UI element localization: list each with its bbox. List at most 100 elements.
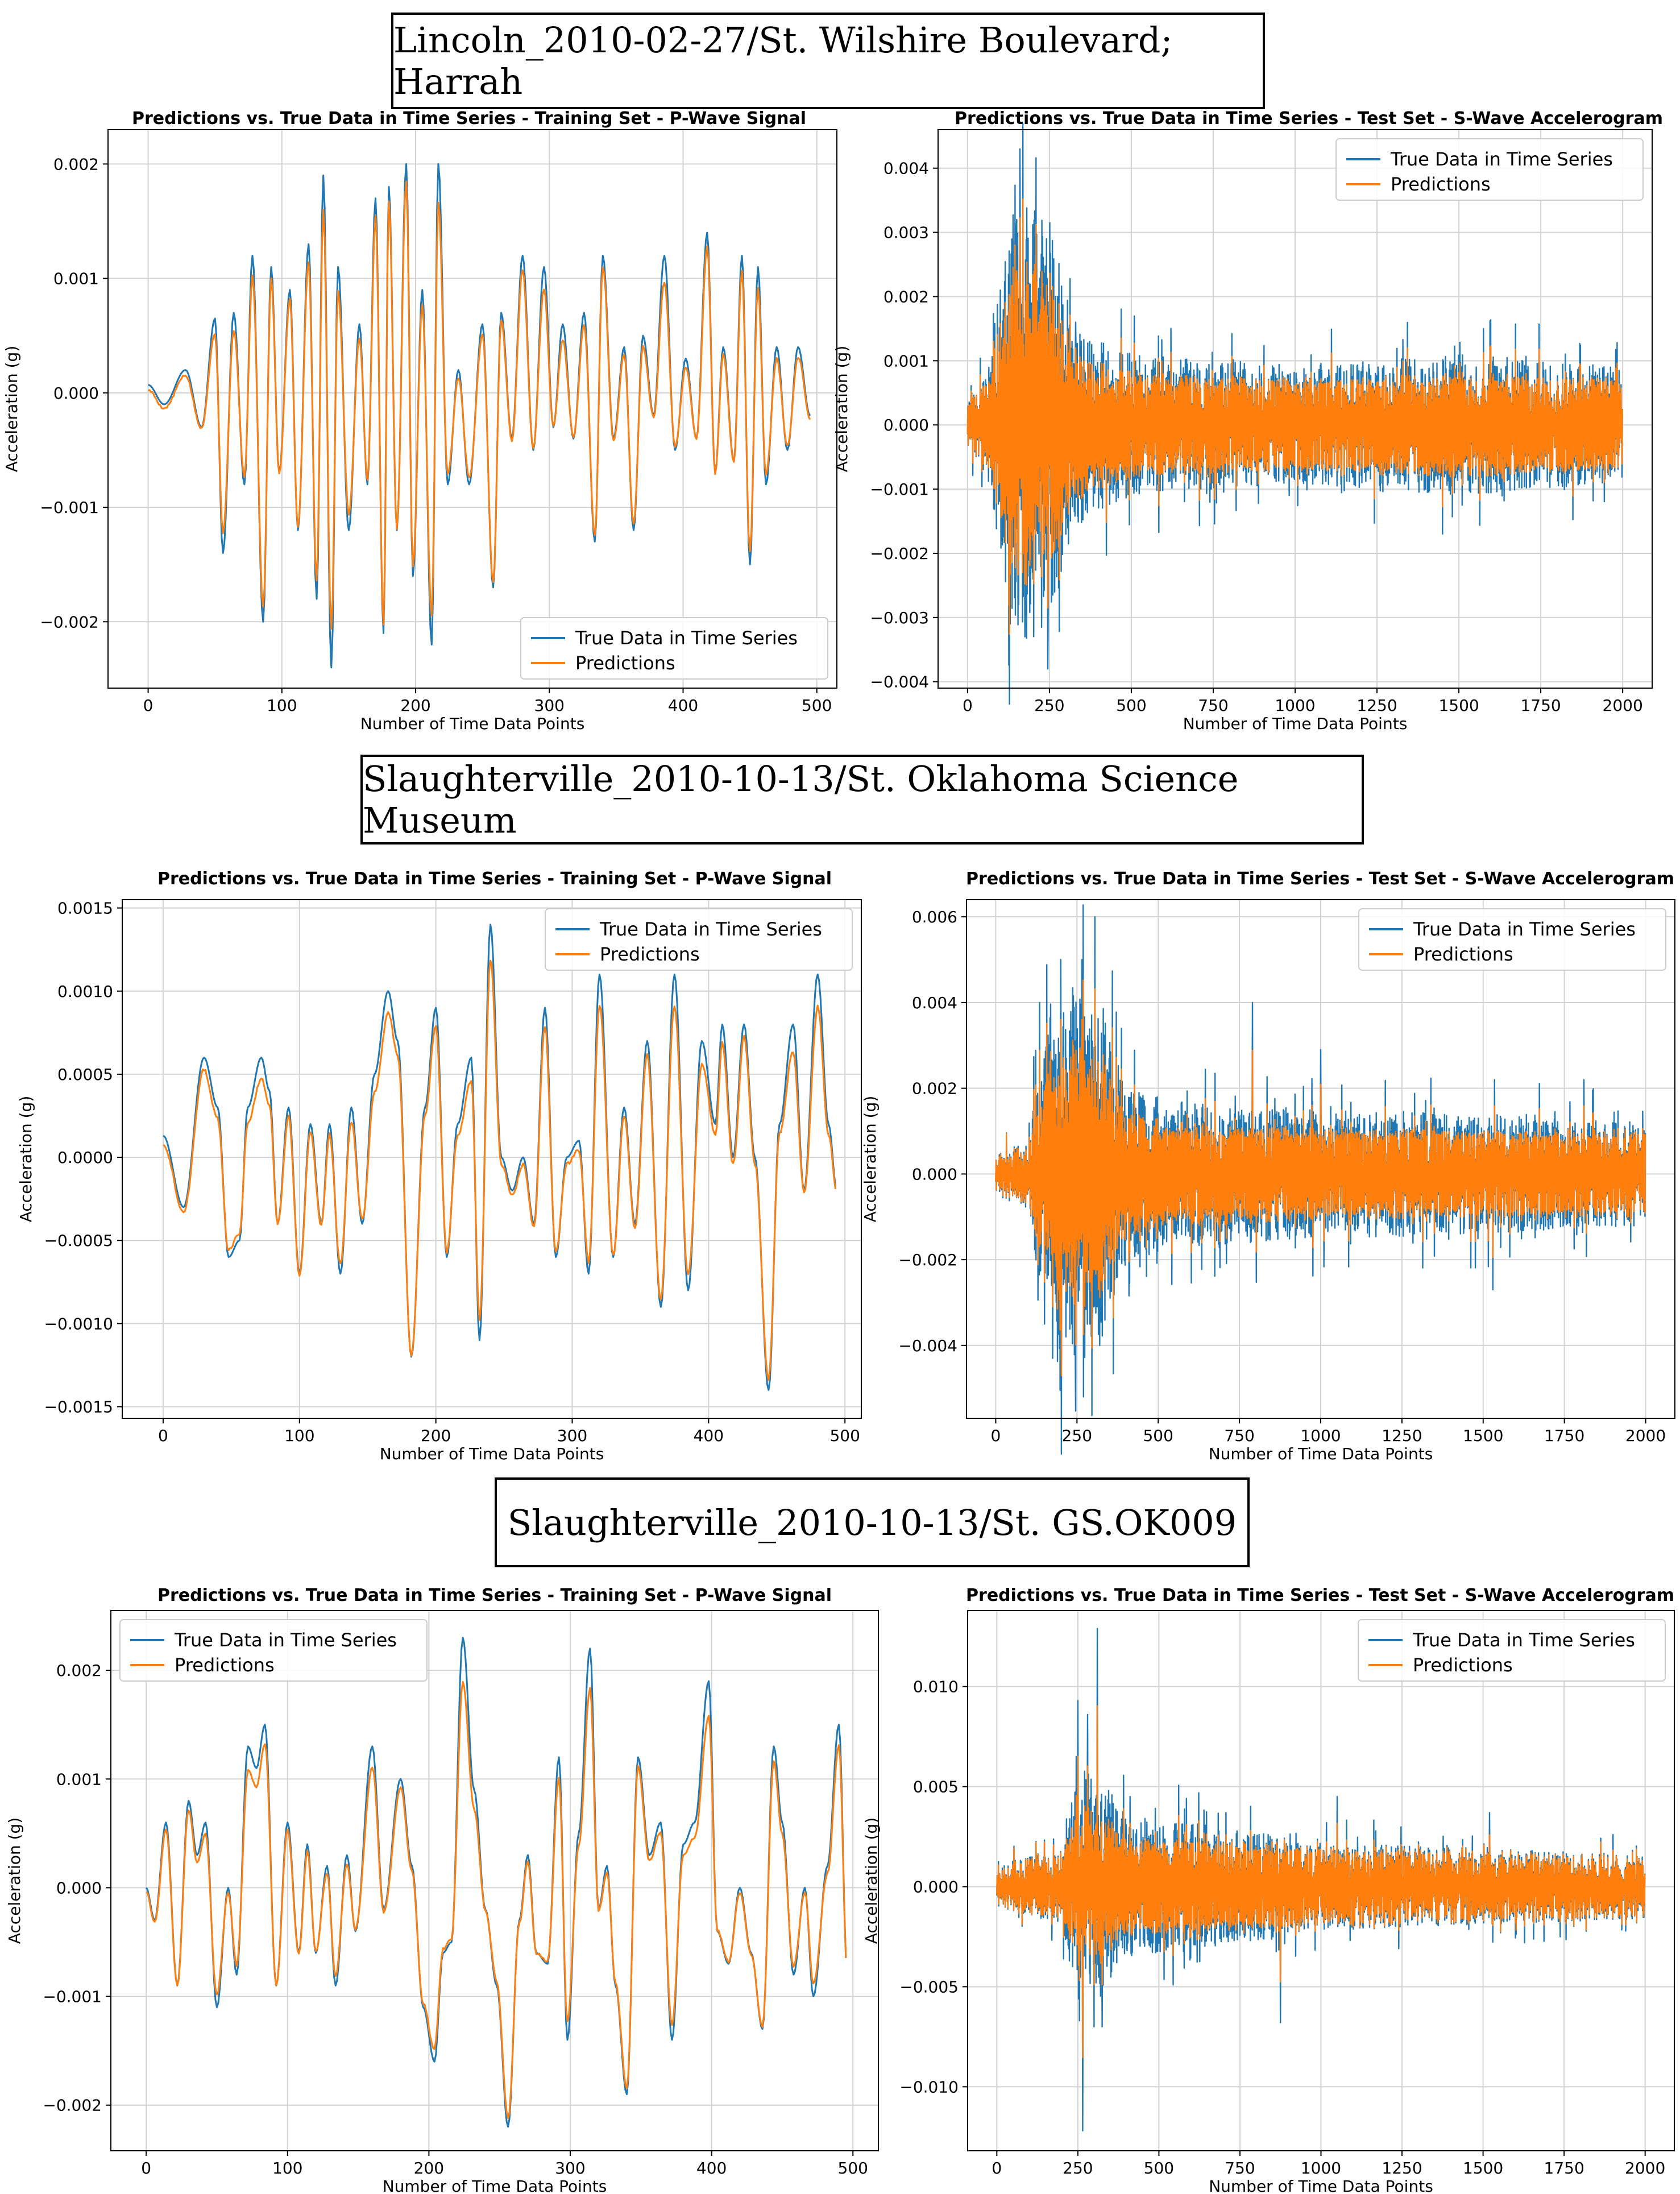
station-label-1: Lincoln_2010-02-27/St. Wilshire Boulevar… — [393, 19, 1173, 102]
series-line-predictions — [163, 959, 836, 1381]
station-label-3: Slaughterville_2010-10-13/St. GS.OK009 — [507, 1501, 1237, 1543]
y-tick-label: 0.000 — [56, 1878, 102, 1897]
y-tick-label: 0.0010 — [57, 982, 113, 1001]
x-tick-label: 750 — [1224, 1426, 1254, 1445]
y-axis-label: Acceleration (g) — [16, 1096, 35, 1223]
x-tick-label: 100 — [272, 2159, 302, 2178]
x-tick-label: 500 — [838, 2159, 868, 2178]
chart-title: Predictions vs. True Data in Time Series… — [955, 109, 1663, 129]
y-tick-label: 0.000 — [913, 1878, 959, 1897]
legend-box — [1358, 908, 1666, 971]
x-axis-label: Number of Time Data Points — [1209, 2177, 1433, 2194]
legend-label-predictions: Predictions — [575, 652, 675, 674]
station-label-2: Slaughterville_2010-10-13/St. Oklahoma S… — [363, 758, 1239, 841]
x-tick-label: 2000 — [1603, 696, 1643, 715]
legend-label-predictions: Predictions — [1391, 173, 1491, 195]
chart-title: Predictions vs. True Data in Time Series… — [157, 1586, 832, 1605]
plot-frame — [122, 899, 862, 1419]
series-line-predictions — [996, 1705, 1646, 2059]
y-tick-label: 0.010 — [913, 1678, 959, 1696]
x-tick-label: 500 — [829, 1426, 860, 1445]
x-tick-label: 500 — [1143, 1426, 1173, 1445]
series-line-predictions — [147, 180, 811, 630]
x-tick-label: 250 — [1034, 696, 1064, 715]
x-tick-label: 1500 — [1463, 2159, 1503, 2178]
y-tick-label: 0.0015 — [57, 899, 113, 918]
chart-title: Predictions vs. True Data in Time Series… — [966, 1586, 1674, 1605]
x-tick-label: 0 — [143, 696, 154, 715]
y-tick-label: −0.001 — [43, 1988, 102, 2006]
y-tick-label: 0.001 — [53, 270, 99, 288]
legend: True Data in Time Series Predictions — [1335, 138, 1644, 201]
x-tick-label: 0 — [991, 1426, 1001, 1445]
x-tick-label: 500 — [1116, 696, 1146, 715]
plot-frame — [110, 1610, 879, 2151]
y-tick-label: −0.002 — [43, 2096, 102, 2115]
x-tick-label: 0 — [963, 696, 973, 715]
y-tick-label: −0.003 — [870, 608, 929, 627]
x-tick-label: 2000 — [1625, 1426, 1666, 1445]
x-axis-label: Number of Time Data Points — [380, 1444, 604, 1463]
y-axis-label: Acceleration (g) — [861, 1096, 880, 1223]
legend-label-true-data: True Data in Time Series — [575, 627, 798, 649]
x-tick-label: 1000 — [1301, 2159, 1341, 2178]
legend-box — [545, 908, 853, 971]
x-tick-label: 1750 — [1544, 1426, 1584, 1445]
legend-box — [520, 617, 828, 680]
legend-box — [1335, 138, 1644, 201]
y-tick-label: −0.004 — [898, 1336, 957, 1355]
station-label-box-3: Slaughterville_2010-10-13/St. GS.OK009 — [495, 1477, 1250, 1567]
y-tick-label: 0.002 — [883, 287, 929, 306]
y-tick-label: 0.0005 — [57, 1065, 113, 1084]
y-tick-label: 0.004 — [912, 993, 957, 1012]
x-tick-label: 2000 — [1625, 2159, 1665, 2178]
station-label-box-1: Lincoln_2010-02-27/St. Wilshire Boulevar… — [391, 13, 1265, 109]
legend-label-predictions: Predictions — [1413, 1654, 1513, 1676]
x-tick-label: 300 — [557, 1426, 587, 1445]
y-tick-label: −0.004 — [870, 673, 929, 692]
x-tick-label: 250 — [1062, 1426, 1092, 1445]
x-tick-label: 500 — [802, 696, 832, 715]
y-tick-label: −0.010 — [899, 2077, 959, 2096]
legend-label-true-data: True Data in Time Series — [1390, 148, 1613, 170]
x-tick-label: 100 — [284, 1426, 314, 1445]
y-axis-label: Acceleration (g) — [832, 346, 851, 473]
y-tick-label: 0.004 — [883, 159, 929, 178]
x-tick-label: 200 — [421, 1426, 451, 1445]
chart-title: Predictions vs. True Data in Time Series… — [132, 109, 806, 129]
series-line-true-data — [145, 1637, 847, 2128]
y-tick-label: −0.002 — [870, 544, 929, 563]
y-tick-label: 0.002 — [912, 1079, 957, 1098]
x-tick-label: 1000 — [1300, 1426, 1341, 1445]
chart-lincoln-train: Predictions vs. True Data in Time Series… — [2, 109, 837, 733]
chart-title: Predictions vs. True Data in Time Series… — [966, 869, 1674, 889]
plot-frame — [966, 899, 1675, 1419]
y-tick-label: 0.002 — [56, 1661, 102, 1680]
y-tick-label: 0.000 — [883, 416, 929, 434]
legend-label-predictions: Predictions — [1413, 943, 1513, 965]
x-tick-label: 1000 — [1275, 696, 1315, 715]
y-tick-label: 0.000 — [53, 384, 99, 403]
y-tick-label: −0.005 — [899, 1977, 959, 1996]
legend-box — [119, 1619, 428, 1682]
legend-label-true-data: True Data in Time Series — [1412, 1629, 1635, 1651]
legend-label-true-data: True Data in Time Series — [599, 918, 822, 940]
x-axis-label: Number of Time Data Points — [1183, 714, 1408, 733]
y-tick-label: −0.001 — [870, 480, 929, 499]
legend-box — [1358, 1619, 1666, 1682]
x-tick-label: 1250 — [1382, 1426, 1422, 1445]
chart-title: Predictions vs. True Data in Time Series… — [157, 869, 832, 889]
x-tick-label: 1500 — [1438, 696, 1479, 715]
legend: True Data in Time Series Predictions — [1358, 1619, 1666, 1682]
y-tick-label: 0.001 — [56, 1770, 102, 1789]
x-tick-label: 1500 — [1463, 1426, 1503, 1445]
x-tick-label: 300 — [534, 696, 565, 715]
x-tick-label: 200 — [414, 2159, 444, 2178]
x-tick-label: 1750 — [1520, 696, 1561, 715]
x-tick-label: 1750 — [1544, 2159, 1584, 2178]
y-tick-label: −0.001 — [40, 498, 99, 517]
chart-slaughter-museum-test: Predictions vs. True Data in Time Series… — [861, 869, 1675, 1463]
series-line-predictions — [995, 979, 1646, 1377]
x-tick-label: 250 — [1063, 2159, 1093, 2178]
